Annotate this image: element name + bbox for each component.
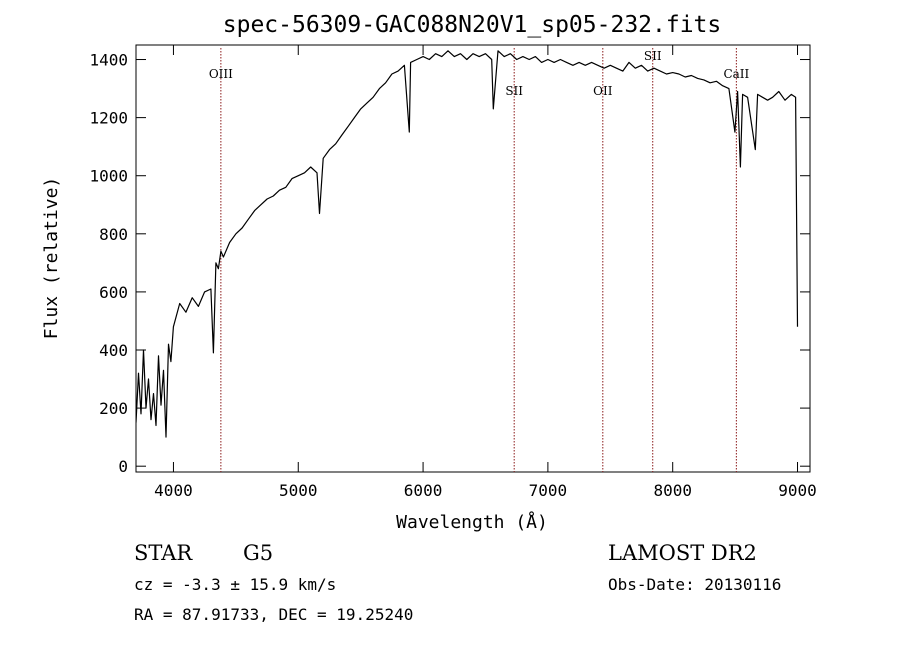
obs-date-text: Obs-Date: 20130116 [608, 575, 781, 594]
y-tick-label: 400 [99, 341, 128, 360]
y-tick-label: 1400 [89, 51, 128, 70]
x-tick-label: 4000 [154, 481, 193, 500]
x-tick-label: 8000 [653, 481, 692, 500]
axis-ticks: 4000 5000 6000 7000 8000 9000 0 200 400 600 800 100… [89, 45, 817, 500]
coordinates-text: RA = 87.91733, DEC = 19.25240 [134, 605, 413, 624]
redshift-text: cz = -3.3 ± 15.9 km/s [134, 575, 336, 594]
y-tick-label: 1000 [89, 167, 128, 186]
y-tick-label: 600 [99, 283, 128, 302]
line-marker-label: SII [505, 84, 523, 98]
line-marker-label: CaII [723, 67, 749, 81]
survey-name: LAMOST DR2 [608, 541, 757, 565]
plot-frame [135, 44, 811, 473]
y-tick-label: 1200 [89, 109, 128, 128]
y-tick-label: 0 [118, 457, 128, 476]
x-tick-label: 9000 [778, 481, 817, 500]
line-markers: OIII SII OII SII CaII [209, 48, 750, 472]
line-marker-label: SII [644, 49, 662, 63]
x-tick-label: 6000 [404, 481, 443, 500]
y-tick-label: 800 [99, 225, 128, 244]
x-tick-label: 5000 [279, 481, 318, 500]
chart-title: spec-56309-GAC088N20V1_sp05-232.fits [223, 12, 722, 38]
object-subclass: G5 [243, 541, 273, 565]
y-axis-label: Flux (relative) [41, 177, 62, 340]
x-tick-label: 7000 [529, 481, 568, 500]
series-group [136, 50, 799, 438]
spectrum-line [136, 50, 799, 438]
x-axis-label: Wavelength (Å) [396, 511, 548, 533]
object-class: STAR [134, 541, 193, 565]
y-tick-label: 200 [99, 399, 128, 418]
line-marker-label: OII [593, 84, 613, 98]
line-marker-label: OIII [209, 67, 233, 81]
